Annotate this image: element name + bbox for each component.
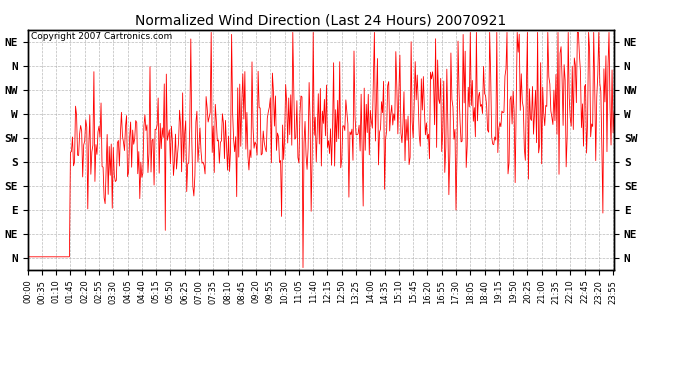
Title: Normalized Wind Direction (Last 24 Hours) 20070921: Normalized Wind Direction (Last 24 Hours…	[135, 13, 506, 27]
Text: Copyright 2007 Cartronics.com: Copyright 2007 Cartronics.com	[30, 32, 172, 41]
